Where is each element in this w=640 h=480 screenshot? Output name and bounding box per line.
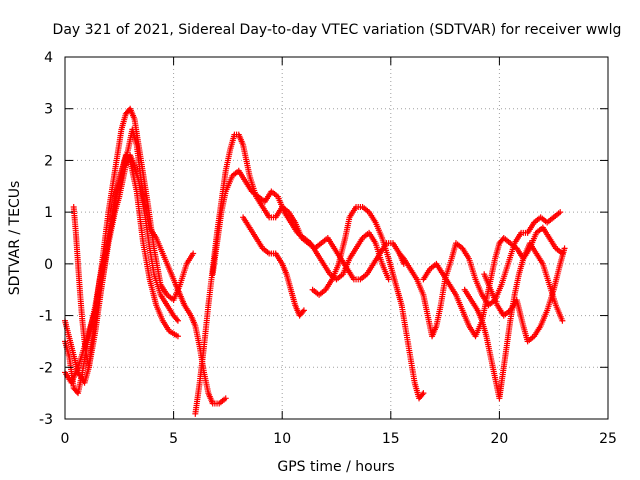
y-tick-label: 0 bbox=[44, 257, 53, 273]
data-point-marker bbox=[420, 390, 427, 397]
data-point-marker bbox=[299, 308, 306, 315]
grid-lines bbox=[65, 57, 608, 419]
x-axis-label: GPS time / hours bbox=[277, 459, 394, 475]
x-tick-label: 0 bbox=[61, 431, 70, 447]
data-point-marker bbox=[222, 395, 229, 402]
data-point-marker bbox=[174, 317, 181, 324]
data-point-marker bbox=[557, 209, 564, 216]
x-tick-label: 5 bbox=[169, 431, 178, 447]
y-tick-label: -1 bbox=[39, 309, 53, 325]
data-point-marker bbox=[126, 156, 133, 163]
data-point-marker bbox=[399, 254, 406, 261]
series-track-11 bbox=[461, 240, 566, 402]
series-track-8 bbox=[309, 203, 427, 402]
series-track-2 bbox=[62, 152, 181, 386]
data-point-marker bbox=[300, 307, 307, 314]
y-tick-label: 2 bbox=[44, 153, 53, 169]
plot-frame bbox=[64, 56, 609, 420]
axis-ticks: 0 5 10 15 20 25 -3 -2 -1 0 1 2 3 4 bbox=[39, 50, 617, 447]
data-point-marker bbox=[385, 276, 392, 283]
x-tick-label: 25 bbox=[599, 431, 617, 447]
chart-title: Day 321 of 2021, Sidereal Day-to-day VTE… bbox=[53, 22, 622, 38]
data-point-marker bbox=[419, 391, 426, 398]
y-tick-label: 4 bbox=[44, 50, 53, 66]
data-point-marker bbox=[559, 317, 566, 324]
x-tick-label: 15 bbox=[382, 431, 400, 447]
data-point-marker bbox=[173, 316, 180, 323]
x-tick-label: 10 bbox=[273, 431, 291, 447]
series-track-7 bbox=[240, 214, 307, 319]
series-track-5 bbox=[192, 131, 407, 417]
data-points bbox=[62, 105, 568, 417]
data-point-marker bbox=[190, 250, 197, 257]
data-point-marker bbox=[174, 333, 181, 340]
y-tick-label: -2 bbox=[39, 360, 53, 376]
series-track-12 bbox=[481, 245, 568, 345]
y-tick-label: 3 bbox=[44, 102, 53, 118]
x-tick-label: 20 bbox=[490, 431, 508, 447]
data-point-marker bbox=[561, 245, 568, 252]
series-track-6 bbox=[209, 167, 392, 283]
y-axis-label: SDTVAR / TECUs bbox=[7, 181, 23, 296]
y-tick-label: 1 bbox=[44, 205, 53, 221]
y-tick-label: -3 bbox=[39, 412, 53, 428]
